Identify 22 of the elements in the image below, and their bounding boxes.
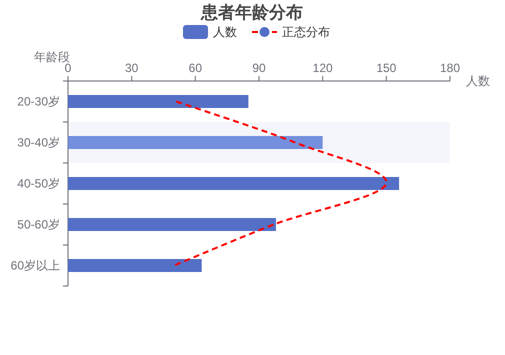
x-tick-label: 150 xyxy=(376,61,397,75)
y-tick-label: 20-30岁 xyxy=(17,94,60,108)
y-tick-label: 40-50岁 xyxy=(17,176,60,190)
bar xyxy=(68,136,323,149)
legend-label: 正态分布 xyxy=(282,25,330,39)
legend-label: 人数 xyxy=(213,25,237,39)
x-axis-title: 人数 xyxy=(466,74,490,88)
bar xyxy=(68,218,276,231)
y-axis-title: 年龄段 xyxy=(34,50,70,64)
x-tick-label: 120 xyxy=(312,61,333,75)
chart-title: 患者年龄分布 xyxy=(200,3,303,22)
x-tick-label: 90 xyxy=(252,61,266,75)
x-tick-label: 60 xyxy=(188,61,202,75)
x-tick-label: 0 xyxy=(64,61,72,75)
bar xyxy=(68,259,202,272)
y-tick-label: 60岁以上 xyxy=(10,258,60,272)
x-tick-label: 180 xyxy=(440,61,460,75)
bar xyxy=(68,177,400,190)
y-tick-label: 30-40岁 xyxy=(17,136,60,150)
x-tick-label: 30 xyxy=(124,61,139,75)
y-tick-label: 50-60岁 xyxy=(17,218,60,232)
bar xyxy=(68,95,248,108)
